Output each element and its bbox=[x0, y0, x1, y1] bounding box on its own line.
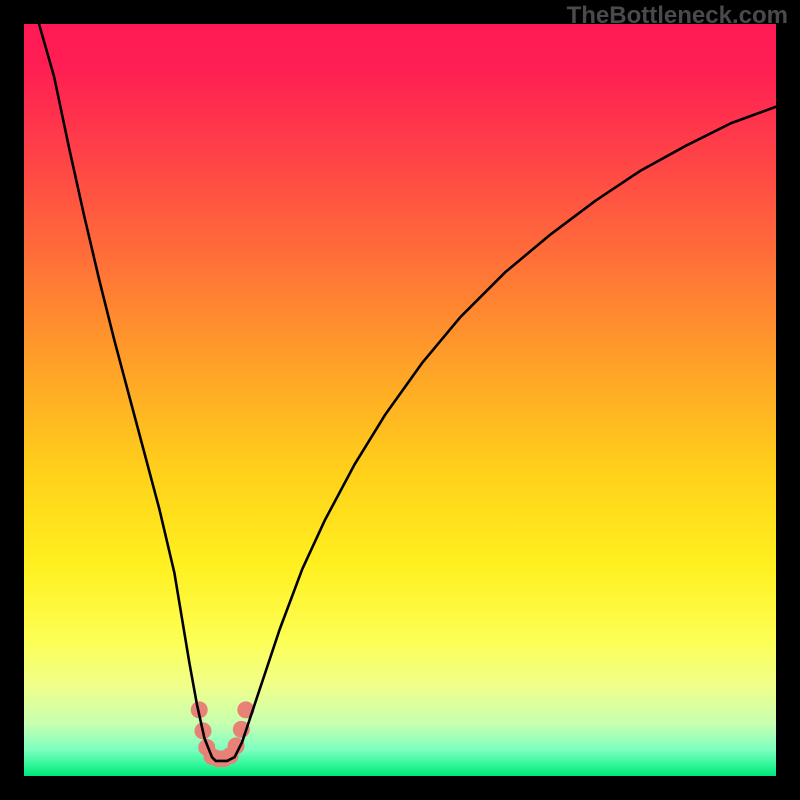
plot-area bbox=[24, 24, 776, 776]
watermark-text: TheBottleneck.com bbox=[567, 2, 788, 30]
chart-canvas: TheBottleneck.com bbox=[0, 0, 800, 800]
bottleneck-curve bbox=[39, 24, 776, 761]
curve-layer bbox=[24, 24, 776, 776]
